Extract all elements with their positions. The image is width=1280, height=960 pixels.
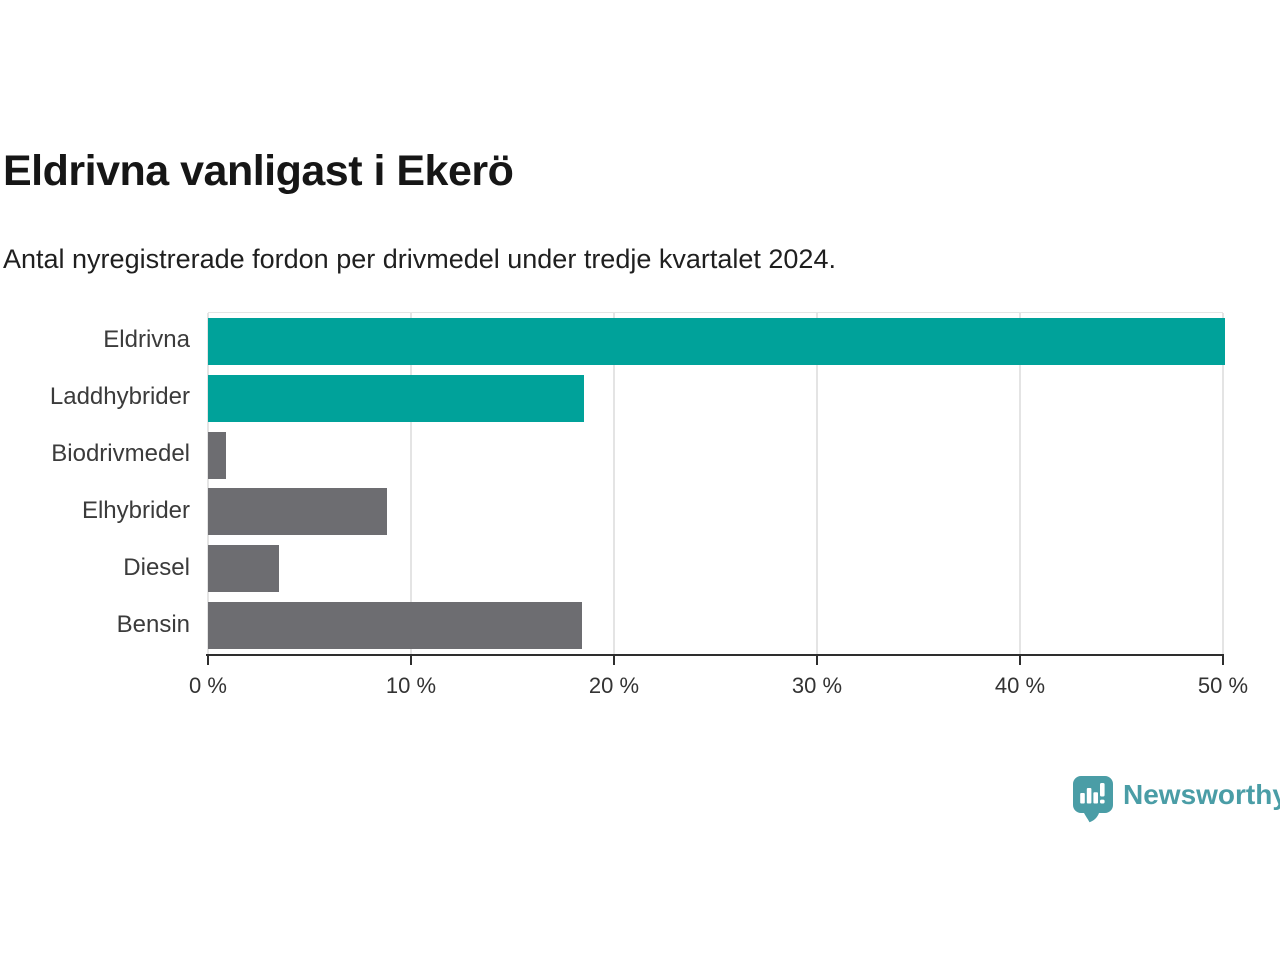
x-tick-mark-10 xyxy=(410,656,412,665)
newsworthy-logo-text: Newsworthy xyxy=(1123,779,1280,810)
x-tick-mark-20 xyxy=(613,656,615,665)
gridline-10 xyxy=(410,313,412,654)
gridline-0 xyxy=(207,313,209,654)
category-label-diesel: Diesel xyxy=(123,553,190,581)
gridline-40 xyxy=(1019,313,1021,654)
x-tick-mark-0 xyxy=(207,656,209,665)
gridline-30 xyxy=(816,313,818,654)
bar-laddhybrider xyxy=(208,374,584,422)
x-tick-label-20: 20 % xyxy=(588,673,640,698)
x-tick-label-0: 0 % xyxy=(189,673,227,698)
x-tick-mark-50 xyxy=(1222,656,1224,665)
category-axis: Eldrivna Laddhybrider Biodrivmedel Elhybrid… xyxy=(0,312,190,653)
category-label-biodrivmedel: Biodrivmedel xyxy=(51,440,190,468)
chart-title: Eldrivna vanligast i Ekerö xyxy=(3,147,514,195)
category-label-eldrivna: Eldrivna xyxy=(103,326,190,354)
bar-elhybrider xyxy=(208,488,387,536)
x-tick-label-40: 40 % xyxy=(994,673,1046,698)
x-tick-mark-40 xyxy=(1019,656,1021,665)
newsworthy-logo[interactable]: Newsworthy xyxy=(1073,776,1280,823)
x-axis-line xyxy=(206,654,1224,656)
newsworthy-bar-chart-bubble-icon xyxy=(1073,776,1113,823)
bar-diesel xyxy=(208,545,280,593)
bar-bensin xyxy=(208,602,582,650)
bar-biodrivmedel xyxy=(208,431,227,479)
category-label-elhybrider: Elhybrider xyxy=(81,496,190,524)
chart-subtitle: Antal nyregistrerade fordon per drivmede… xyxy=(3,244,836,274)
gridline-20 xyxy=(613,313,615,654)
gridline-50 xyxy=(1222,313,1224,654)
x-tick-label-10: 10 % xyxy=(385,673,437,698)
x-tick-label-50: 50 % xyxy=(1197,673,1249,698)
category-label-bensin: Bensin xyxy=(116,610,190,638)
plot-area: 0 % 10 % 20 % 30 % 40 % 50 % xyxy=(189,312,1248,698)
bar-eldrivna xyxy=(208,317,1226,365)
x-tick-label-30: 30 % xyxy=(791,673,843,698)
category-label-laddhybrider: Laddhybrider xyxy=(49,383,190,411)
x-tick-mark-30 xyxy=(816,656,818,665)
